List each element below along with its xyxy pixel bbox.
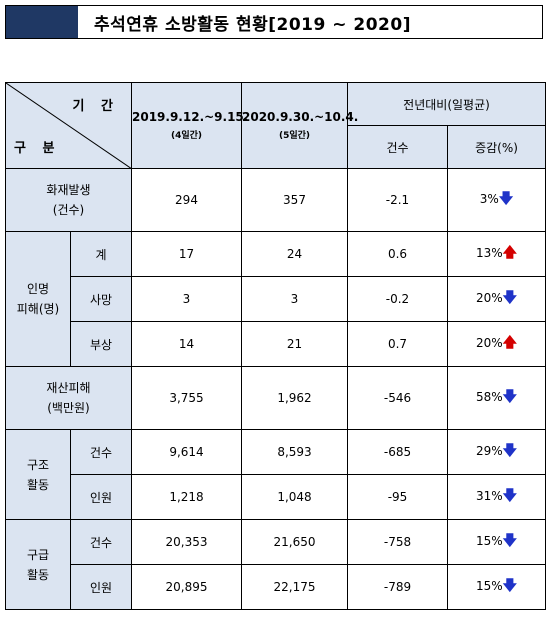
down-arrow-icon: 🡇 <box>502 533 518 549</box>
up-arrow-icon: 🡅 <box>502 335 518 351</box>
row-label-property: 재산피해 (백만원) <box>5 366 132 430</box>
down-arrow-icon: 🡇 <box>502 389 518 405</box>
cell-count: -95 <box>347 474 448 520</box>
category-header: 구 분 <box>14 141 61 156</box>
cell-count: -2.1 <box>347 168 448 232</box>
cell-2019: 1,218 <box>131 474 242 520</box>
row-label-casualty-total: 계 <box>70 231 132 277</box>
compare-header: 전년대비(일평균) <box>347 82 546 126</box>
count-header: 건수 <box>347 125 448 169</box>
col-2019-label: 2019.9.12.~9.15. <box>132 110 249 124</box>
cell-2020: 24 <box>241 231 348 277</box>
cell-count: -685 <box>347 429 448 475</box>
title-color-block <box>6 6 78 38</box>
cell-count: 0.7 <box>347 321 448 367</box>
table-row: 구조 활동 건수 9,614 8,593 -685 29%🡇 <box>5 429 546 520</box>
cell-change: 58%🡇 <box>447 366 546 430</box>
cell-2020: 8,593 <box>241 429 348 475</box>
diagonal-line <box>6 83 132 169</box>
col-2019-sub: (4일간) <box>170 131 203 141</box>
down-arrow-icon: 🡇 <box>502 290 518 306</box>
cell-2020: 1,962 <box>241 366 348 430</box>
cell-change: 31%🡇 <box>447 474 546 520</box>
row-group-casualty: 인명 피해(명) <box>5 231 71 367</box>
cell-2020: 3 <box>241 276 348 322</box>
col-2020-header: 2020.9.30.~10.4. (5일간) <box>241 82 358 169</box>
header-diagonal-cell: 기 간 구 분 <box>5 82 132 169</box>
cell-2020: 21 <box>241 321 348 367</box>
cell-change: 20%🡅 <box>447 321 546 367</box>
cell-2020: 21,650 <box>241 519 348 565</box>
cell-2019: 20,353 <box>131 519 242 565</box>
cell-count: 0.6 <box>347 231 448 277</box>
row-group-ems: 구급 활동 <box>5 519 71 610</box>
title-bar: 추석연휴 소방활동 현황[2019 ~ 2020] <box>5 5 543 39</box>
table-row: 화재발생 (건수) 294 357 -2.1 3%🡇 <box>5 168 546 232</box>
row-label-ems-people: 인원 <box>70 564 132 610</box>
cell-change: 3%🡇 <box>447 168 546 232</box>
row-label-rescue-people: 인원 <box>70 474 132 520</box>
cell-change: 29%🡇 <box>447 429 546 475</box>
cell-change: 13%🡅 <box>447 231 546 277</box>
row-label-fire: 화재발생 (건수) <box>5 168 132 232</box>
cell-2019: 14 <box>131 321 242 367</box>
cell-count: -789 <box>347 564 448 610</box>
row-label-ems-cases: 건수 <box>70 519 132 565</box>
cell-change: 20%🡇 <box>447 276 546 322</box>
cell-2019: 3 <box>131 276 242 322</box>
table-row: 재산피해 (백만원) 3,755 1,962 -546 58%🡇 <box>5 366 546 430</box>
col-2020-sub: (5일간) <box>278 131 311 141</box>
down-arrow-icon: 🡇 <box>502 578 518 594</box>
cell-2019: 9,614 <box>131 429 242 475</box>
down-arrow-icon: 🡇 <box>502 443 518 459</box>
cell-2020: 357 <box>241 168 348 232</box>
table-row: 사망 3 3 -0.2 20%🡇 <box>6 276 546 322</box>
period-header: 기 간 <box>72 99 119 114</box>
change-header: 증감(%) <box>447 125 546 169</box>
col-2019-header: 2019.9.12.~9.15. (4일간) <box>131 82 248 169</box>
cell-change: 15%🡇 <box>447 564 546 610</box>
row-label-casualty-death: 사망 <box>70 276 132 322</box>
cell-2019: 3,755 <box>131 366 242 430</box>
cell-count: -0.2 <box>347 276 448 322</box>
cell-count: -758 <box>347 519 448 565</box>
cell-2019: 20,895 <box>131 564 242 610</box>
cell-change: 15%🡇 <box>447 519 546 565</box>
cell-2020: 1,048 <box>241 474 348 520</box>
cell-count: -546 <box>347 366 448 430</box>
up-arrow-icon: 🡅 <box>502 245 518 261</box>
cell-2020: 22,175 <box>241 564 348 610</box>
down-arrow-icon: 🡇 <box>498 191 514 207</box>
page-title: 추석연휴 소방활동 현황[2019 ~ 2020] <box>94 15 411 35</box>
col-2020-label: 2020.9.30.~10.4. <box>242 110 359 124</box>
table-row: 구급 활동 건수 20,353 21,650 -758 15%🡇 <box>5 519 546 610</box>
firefighting-stats-table: 기 간 구 분 2019.9.12.~9.15. (4일간) 2020.9.30… <box>5 82 546 610</box>
down-arrow-icon: 🡇 <box>502 488 518 504</box>
table-row: 부상 14 21 0.7 20%🡅 <box>6 321 546 367</box>
cell-2019: 294 <box>131 168 242 232</box>
row-label-rescue-cases: 건수 <box>70 429 132 475</box>
cell-2019: 17 <box>131 231 242 277</box>
row-group-rescue: 구조 활동 <box>5 429 71 520</box>
row-label-casualty-injury: 부상 <box>70 321 132 367</box>
table-row: 인원 20,895 22,175 -789 15%🡇 <box>6 564 546 610</box>
table-row: 인명 피해(명) 계 17 24 0.6 13%🡅 <box>5 231 546 367</box>
table-row: 인원 1,218 1,048 -95 31%🡇 <box>6 474 546 520</box>
